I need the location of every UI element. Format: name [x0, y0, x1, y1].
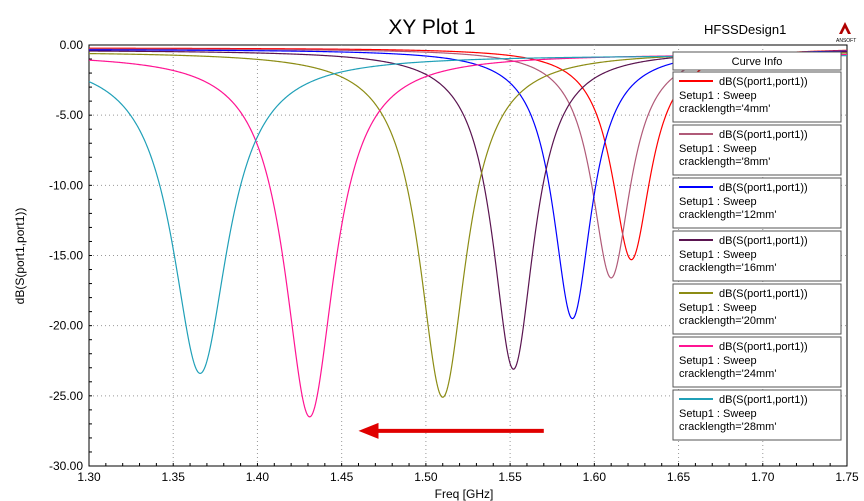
- legend-title: Curve Info: [732, 56, 783, 68]
- ansoft-logo: ANSOFT: [836, 22, 856, 44]
- legend-series-name: dB(S(port1,port1)): [719, 341, 808, 353]
- x-axis-label: Freq [GHz]: [435, 487, 494, 501]
- x-tick-label: 1.65: [667, 470, 691, 484]
- y-tick-label: -5.00: [56, 108, 84, 122]
- x-tick-label: 1.50: [414, 470, 438, 484]
- legend-setup: Setup1 : Sweep: [679, 143, 757, 155]
- x-tick-label: 1.70: [751, 470, 775, 484]
- legend-param: cracklength='20mm': [679, 315, 776, 327]
- legend-entry: [672, 230, 842, 282]
- legend-param: cracklength='16mm': [679, 262, 776, 274]
- x-tick-label: 1.75: [835, 470, 859, 484]
- logo-text: ANSOFT: [836, 38, 856, 44]
- y-tick-label: -25.00: [49, 389, 83, 403]
- y-tick-label: -30.00: [49, 459, 83, 473]
- legend-param: cracklength='24mm': [679, 368, 776, 380]
- y-tick-label: -15.00: [49, 249, 83, 263]
- x-axis-ticks: 1.30 1.35 1.40 1.45 1.50 1.55 1.60 1.65 1.70 1.75: [77, 463, 859, 484]
- legend-setup: Setup1 : Sweep: [679, 355, 757, 367]
- y-tick-label: 0.00: [60, 38, 84, 52]
- legend-header: [672, 51, 842, 71]
- legend-param: cracklength='4mm': [679, 103, 770, 115]
- x-tick-label: 1.60: [583, 470, 607, 484]
- legend-series-name: dB(S(port1,port1)): [719, 76, 808, 88]
- legend-setup: Setup1 : Sweep: [679, 196, 757, 208]
- legend-setup: Setup1 : Sweep: [679, 90, 757, 102]
- design-name: HFSSDesign1: [704, 22, 786, 37]
- legend-setup: Setup1 : Sweep: [679, 408, 757, 420]
- shift-arrow: [358, 422, 544, 439]
- x-tick-label: 1.35: [162, 470, 186, 484]
- legend-param: cracklength='12mm': [679, 209, 776, 221]
- legend-setup: Setup1 : Sweep: [679, 249, 757, 261]
- legend-series-name: dB(S(port1,port1)): [719, 288, 808, 300]
- y-axis-ticks: 0.00 -5.00 -10.00 -15.00 -20.00 -25.00 -30.00: [49, 38, 92, 473]
- arrow-head: [358, 422, 379, 439]
- legend-series-name: dB(S(port1,port1)): [719, 235, 808, 247]
- legend-setup: Setup1 : Sweep: [679, 302, 757, 314]
- y-tick-label: -20.00: [49, 319, 83, 333]
- y-tick-label: -10.00: [49, 178, 83, 192]
- x-tick-label: 1.55: [498, 470, 522, 484]
- x-tick-label: 1.45: [330, 470, 354, 484]
- x-tick-label: 1.40: [246, 470, 270, 484]
- legend-series-name: dB(S(port1,port1)): [719, 394, 808, 406]
- chart-title: XY Plot 1: [388, 16, 475, 39]
- legend-series-name: dB(S(port1,port1)): [719, 182, 808, 194]
- legend: Curve Info dB(S(port1,port1)) Setup1 : Swe…: [672, 51, 842, 441]
- legend-param: cracklength='28mm': [679, 421, 776, 433]
- legend-param: cracklength='8mm': [679, 156, 770, 168]
- y-axis-label: dB(S(port1,port1)): [13, 208, 27, 305]
- x-tick-label: 1.30: [77, 470, 101, 484]
- legend-series-name: dB(S(port1,port1)): [719, 129, 808, 141]
